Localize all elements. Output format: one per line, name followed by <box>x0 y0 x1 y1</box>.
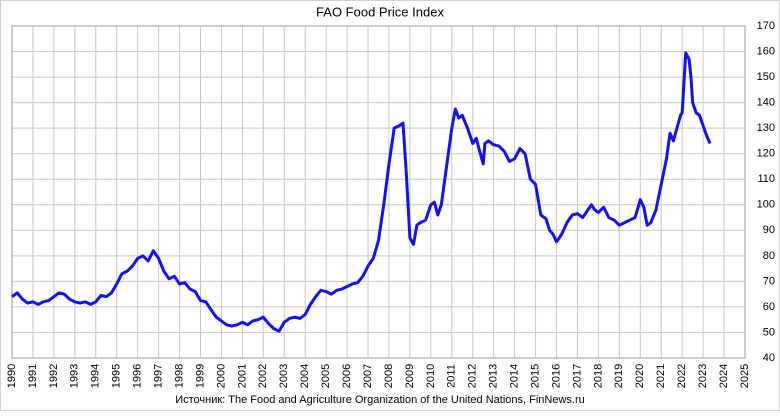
x-tick-label: 2006 <box>341 364 353 388</box>
x-tick-label: 1990 <box>6 364 18 388</box>
x-tick-label: 2014 <box>509 364 521 388</box>
y-tick-label: 90 <box>763 224 775 236</box>
x-tick-label: 2021 <box>655 364 667 388</box>
x-tick-label: 2010 <box>425 364 437 388</box>
x-tick-label: 1992 <box>48 364 60 388</box>
y-tick-label: 140 <box>757 97 775 109</box>
chart-title: FAO Food Price Index <box>316 4 444 19</box>
x-tick-label: 2013 <box>488 364 500 388</box>
x-tick-label: 2020 <box>634 364 646 388</box>
y-tick-label: 170 <box>757 20 775 32</box>
x-tick-label: 2016 <box>550 364 562 388</box>
y-tick-label: 80 <box>763 250 775 262</box>
x-tick-label: 2004 <box>299 364 311 388</box>
x-tick-label: 2002 <box>257 364 269 388</box>
x-tick-label: 1997 <box>153 364 165 388</box>
y-tick-label: 160 <box>757 45 775 57</box>
x-tick-label: 2003 <box>278 364 290 388</box>
y-tick-label: 70 <box>763 275 775 287</box>
x-tick-label: 2015 <box>529 364 541 388</box>
y-tick-label: 40 <box>763 352 775 364</box>
plot-area <box>11 25 746 359</box>
x-tick-label: 2025 <box>739 364 751 388</box>
x-tick-label: 2024 <box>718 364 730 388</box>
x-tick-label: 2001 <box>236 364 248 388</box>
x-tick-label: 2022 <box>676 364 688 388</box>
y-tick-label: 50 <box>763 326 775 338</box>
x-tick-label: 1991 <box>27 364 39 388</box>
y-tick-label: 120 <box>757 148 775 160</box>
x-tick-label: 1999 <box>194 364 206 388</box>
x-tick-label: 2007 <box>362 364 374 388</box>
x-tick-label: 2005 <box>320 364 332 388</box>
x-tick-label: 2017 <box>571 364 583 388</box>
x-tick-label: 1993 <box>69 364 81 388</box>
x-tick-label: 1996 <box>132 364 144 388</box>
x-tick-label: 2000 <box>215 364 227 388</box>
x-tick-label: 1994 <box>90 364 102 388</box>
y-tick-label: 150 <box>757 71 775 83</box>
x-tick-label: 2019 <box>613 364 625 388</box>
x-tick-label: 2012 <box>467 364 479 388</box>
x-tick-label: 2008 <box>383 364 395 388</box>
caption: Источник: The Food and Agriculture Organ… <box>175 394 585 406</box>
x-tick-label: 2023 <box>697 364 709 388</box>
y-tick-label: 110 <box>757 173 775 185</box>
x-tick-label: 2009 <box>404 364 416 388</box>
y-tick-label: 100 <box>757 199 775 211</box>
data-line <box>11 51 712 333</box>
y-tick-label: 130 <box>757 122 775 134</box>
y-tick-label: 60 <box>763 301 775 313</box>
x-tick-label: 1998 <box>173 364 185 388</box>
x-tick-label: 1995 <box>111 364 123 388</box>
x-tick-label: 2018 <box>592 364 604 388</box>
x-tick-label: 2011 <box>446 364 458 388</box>
